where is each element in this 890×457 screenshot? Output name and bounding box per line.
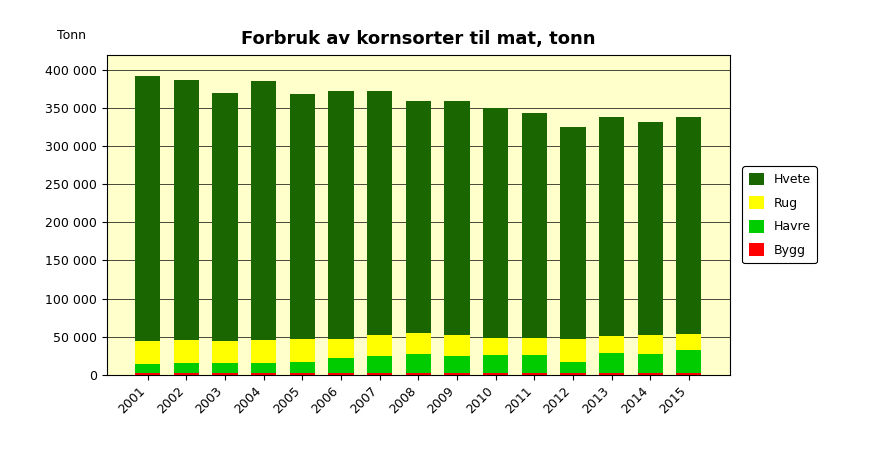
Bar xyxy=(561,339,586,362)
Bar xyxy=(213,362,238,373)
Bar xyxy=(522,338,546,355)
Bar xyxy=(251,373,276,375)
Bar xyxy=(135,373,160,375)
Bar xyxy=(174,340,198,363)
Bar xyxy=(522,113,546,338)
Bar xyxy=(328,373,353,375)
Bar xyxy=(251,363,276,373)
Bar xyxy=(328,90,353,339)
Bar xyxy=(213,341,238,362)
Bar xyxy=(135,364,160,373)
Bar xyxy=(483,373,508,375)
Bar xyxy=(213,373,238,375)
Bar xyxy=(444,101,470,335)
Bar xyxy=(328,358,353,373)
Bar xyxy=(638,354,663,373)
Bar xyxy=(406,354,431,373)
Bar xyxy=(174,363,198,373)
Bar xyxy=(638,373,663,375)
Text: Tonn: Tonn xyxy=(57,29,86,42)
Legend: Hvete, Rug, Havre, Bygg: Hvete, Rug, Havre, Bygg xyxy=(742,166,817,263)
Bar xyxy=(599,336,624,353)
Bar xyxy=(290,339,315,362)
Bar xyxy=(676,351,701,373)
Bar xyxy=(406,333,431,354)
Bar xyxy=(444,356,470,373)
Bar xyxy=(444,335,470,356)
Bar xyxy=(638,122,663,335)
Bar xyxy=(290,362,315,373)
Bar xyxy=(638,335,663,354)
Bar xyxy=(561,362,586,373)
Bar xyxy=(251,81,276,340)
Bar xyxy=(367,335,392,356)
Bar xyxy=(561,373,586,375)
Bar xyxy=(135,341,160,364)
Bar xyxy=(522,373,546,375)
Bar xyxy=(676,117,701,334)
Bar xyxy=(561,127,586,339)
Bar xyxy=(174,80,198,340)
Bar xyxy=(483,108,508,338)
Bar xyxy=(367,373,392,375)
Bar xyxy=(522,355,546,373)
Bar xyxy=(599,117,624,336)
Bar xyxy=(483,338,508,355)
Bar xyxy=(406,373,431,375)
Bar xyxy=(251,340,276,363)
Bar xyxy=(290,95,315,339)
Bar xyxy=(135,76,160,341)
Bar xyxy=(599,373,624,375)
Bar xyxy=(676,334,701,351)
Bar xyxy=(406,101,431,333)
Bar xyxy=(367,91,392,335)
Bar xyxy=(174,373,198,375)
Bar xyxy=(328,339,353,358)
Bar xyxy=(444,373,470,375)
Bar xyxy=(290,373,315,375)
Title: Forbruk av kornsorter til mat, tonn: Forbruk av kornsorter til mat, tonn xyxy=(241,30,595,48)
Bar xyxy=(483,355,508,373)
Bar xyxy=(213,93,238,341)
Bar xyxy=(676,373,701,375)
Bar xyxy=(599,353,624,373)
Bar xyxy=(367,356,392,373)
